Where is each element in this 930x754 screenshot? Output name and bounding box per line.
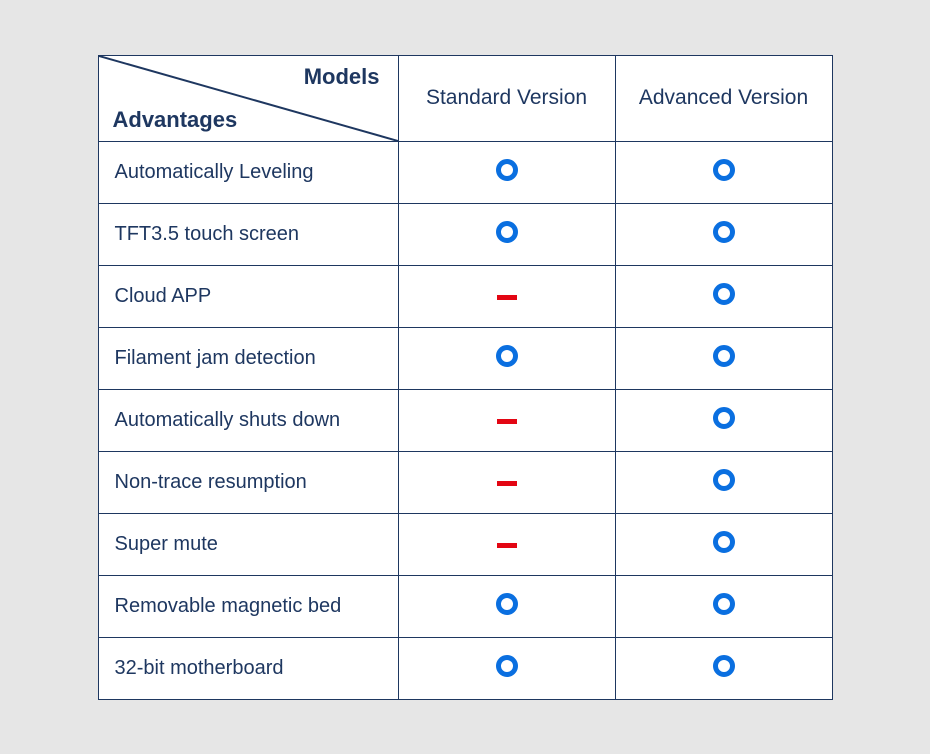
yes-icon <box>496 345 518 367</box>
yes-icon <box>496 655 518 677</box>
no-icon <box>497 543 517 548</box>
row-label: 32-bit motherboard <box>98 637 398 699</box>
corner-top-label: Models <box>304 64 380 90</box>
table-row: Filament jam detection <box>98 327 832 389</box>
yes-icon <box>713 221 735 243</box>
table-body: Automatically LevelingTFT3.5 touch scree… <box>98 141 832 699</box>
cell-mark <box>398 141 615 203</box>
no-icon <box>497 295 517 300</box>
cell-mark <box>398 389 615 451</box>
cell-mark <box>398 513 615 575</box>
row-label: Filament jam detection <box>98 327 398 389</box>
cell-mark <box>615 265 832 327</box>
no-icon <box>497 481 517 486</box>
cell-mark <box>398 203 615 265</box>
row-label: Non-trace resumption <box>98 451 398 513</box>
cell-mark <box>615 637 832 699</box>
cell-mark <box>615 389 832 451</box>
yes-icon <box>713 159 735 181</box>
yes-icon <box>713 469 735 491</box>
cell-mark <box>615 327 832 389</box>
row-label: Super mute <box>98 513 398 575</box>
yes-icon <box>713 407 735 429</box>
yes-icon <box>496 159 518 181</box>
table-row: Non-trace resumption <box>98 451 832 513</box>
row-label: Removable magnetic bed <box>98 575 398 637</box>
corner-bottom-label: Advantages <box>113 107 238 133</box>
column-header-0: Standard Version <box>398 55 615 141</box>
cell-mark <box>615 575 832 637</box>
table-row: Super mute <box>98 513 832 575</box>
comparison-table: Models Advantages Standard Version Advan… <box>98 55 833 700</box>
yes-icon <box>496 221 518 243</box>
yes-icon <box>713 283 735 305</box>
cell-mark <box>398 451 615 513</box>
table-row: Removable magnetic bed <box>98 575 832 637</box>
yes-icon <box>713 655 735 677</box>
row-label: Cloud APP <box>98 265 398 327</box>
no-icon <box>497 419 517 424</box>
table-row: Automatically shuts down <box>98 389 832 451</box>
cell-mark <box>615 451 832 513</box>
yes-icon <box>713 531 735 553</box>
corner-header: Models Advantages <box>98 55 398 141</box>
cell-mark <box>615 203 832 265</box>
column-header-1: Advanced Version <box>615 55 832 141</box>
table-row: Cloud APP <box>98 265 832 327</box>
row-label: TFT3.5 touch screen <box>98 203 398 265</box>
table-row: 32-bit motherboard <box>98 637 832 699</box>
header-row: Models Advantages Standard Version Advan… <box>98 55 832 141</box>
table-row: Automatically Leveling <box>98 141 832 203</box>
yes-icon <box>713 593 735 615</box>
cell-mark <box>398 327 615 389</box>
table-row: TFT3.5 touch screen <box>98 203 832 265</box>
yes-icon <box>496 593 518 615</box>
cell-mark <box>398 265 615 327</box>
cell-mark <box>615 513 832 575</box>
cell-mark <box>615 141 832 203</box>
yes-icon <box>713 345 735 367</box>
cell-mark <box>398 637 615 699</box>
row-label: Automatically Leveling <box>98 141 398 203</box>
comparison-card: Models Advantages Standard Version Advan… <box>98 55 833 700</box>
row-label: Automatically shuts down <box>98 389 398 451</box>
cell-mark <box>398 575 615 637</box>
